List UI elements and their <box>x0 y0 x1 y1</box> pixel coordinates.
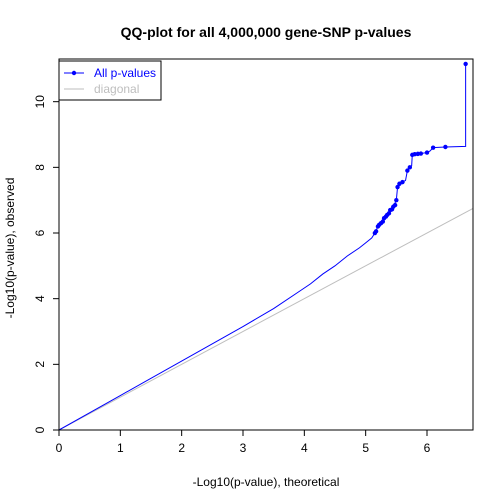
y-tick-label-10: 10 <box>33 95 47 109</box>
data-point-27 <box>463 61 468 67</box>
y-tick-label-2: 2 <box>33 361 47 368</box>
x-tick-label-5: 5 <box>362 441 369 455</box>
data-point-25 <box>430 145 436 150</box>
x-axis-label: -Log10(p-value), theoretical <box>193 475 340 489</box>
data-point-17 <box>400 179 405 185</box>
x-tick-label-3: 3 <box>240 441 247 455</box>
legend-marker-all-pvalues <box>71 70 77 76</box>
data-point-13 <box>392 202 398 208</box>
data-point-19 <box>407 165 413 170</box>
data-point-24 <box>424 150 430 155</box>
x-tick-label-2: 2 <box>178 441 185 455</box>
x-tick-label-4: 4 <box>301 441 308 455</box>
y-axis-label: -Log10(p-value), observed <box>3 178 17 319</box>
y-tick-label-6: 6 <box>33 229 47 236</box>
data-point-15 <box>395 184 400 190</box>
y-tick-label-4: 4 <box>33 295 47 302</box>
legend-label-all-pvalues: All p-values <box>94 66 156 80</box>
axes: 0 1 2 3 4 5 6 0 2 4 6 8 10 <box>33 58 474 455</box>
data-point-23 <box>418 151 424 156</box>
x-tick-label-6: 6 <box>424 441 431 455</box>
y-tick-label-8: 8 <box>33 164 47 171</box>
x-tick-label-0: 0 <box>56 441 63 455</box>
y-tick-label-0: 0 <box>33 426 47 433</box>
data-point-26 <box>443 144 448 150</box>
data-point-18 <box>405 168 410 173</box>
data-point-1 <box>373 229 379 234</box>
plot-area <box>59 61 473 430</box>
legend-box <box>58 60 162 101</box>
legend-label-diagonal: diagonal <box>94 82 139 96</box>
plot-clip-group <box>59 61 473 430</box>
series-all-pvalues-line <box>59 63 467 430</box>
legend: All p-values diagonal <box>58 60 162 101</box>
x-tick-label-1: 1 <box>117 441 124 455</box>
data-point-14 <box>394 197 399 203</box>
series-diagonal-line <box>59 207 473 430</box>
plot-frame <box>58 58 474 431</box>
chart-title: QQ-plot for all 4,000,000 gene-SNP p-val… <box>121 24 412 40</box>
